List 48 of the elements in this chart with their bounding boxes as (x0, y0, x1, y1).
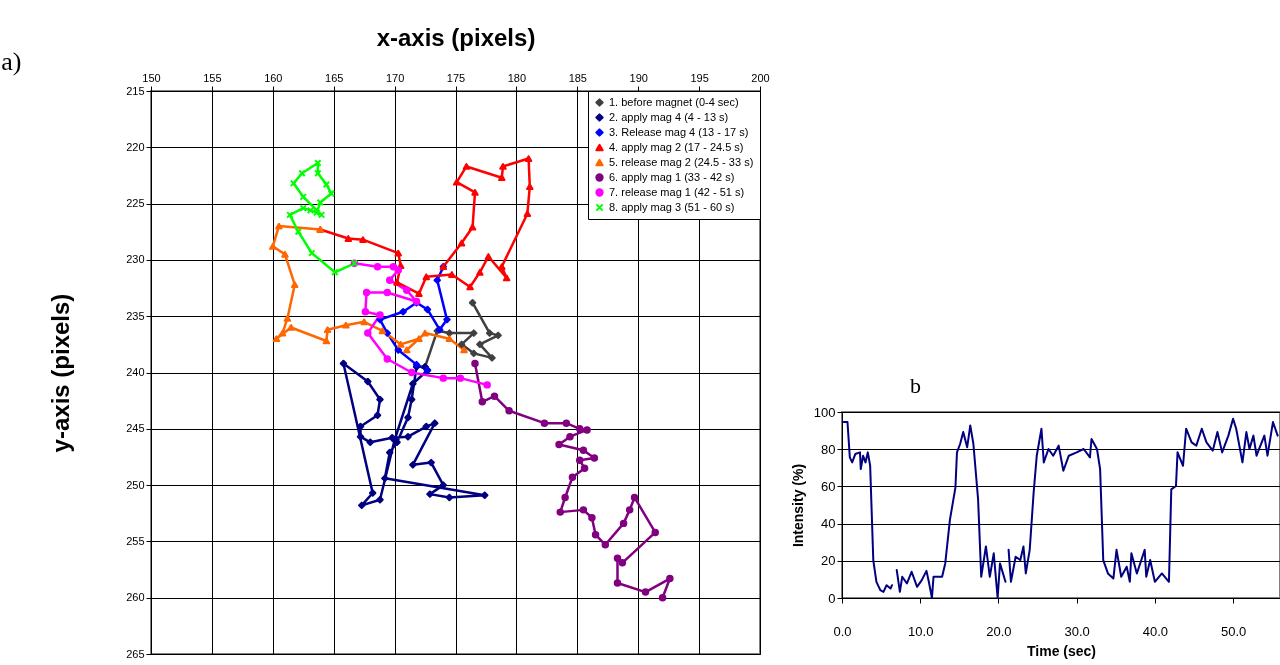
x-axis-title: Time (sec) (1027, 642, 1096, 659)
y-tick-label: 260 (126, 591, 145, 604)
legend-label: 6. apply mag 1 (33 - 42 s) (609, 170, 735, 183)
y-axis-title: Intensity (%) (789, 463, 806, 548)
x-tick-label: 155 (203, 71, 222, 84)
x-tick-label: 10.0 (908, 623, 934, 639)
legend-label: 4. apply mag 2 (17 - 24.5 s) (609, 140, 744, 153)
x-tick-label: 190 (629, 71, 648, 84)
x-tick-label: 160 (264, 71, 283, 84)
chart-title: b (910, 373, 921, 398)
y-tick-label: 245 (126, 422, 145, 435)
legend-label: 5. release mag 2 (24.5 - 33 s) (609, 155, 754, 168)
x-tick-label: 175 (446, 71, 466, 84)
y-tick-label: 255 (126, 534, 145, 547)
x-tick-label: 185 (568, 71, 587, 84)
y-tick-label: 240 (126, 366, 145, 378)
y-tick-label: 80 (821, 441, 836, 457)
y-tick-label: 40 (821, 516, 836, 532)
legend-label: 8. apply mag 3 (51 - 60 s) (609, 200, 735, 213)
legend-label: 3. Release mag 4 (13 - 17 s) (609, 125, 749, 138)
x-tick-label: 50.0 (1220, 623, 1247, 639)
x-tick-label: 0.0 (833, 623, 852, 639)
y-tick-label: 100 (813, 404, 836, 420)
x-tick-label: 165 (325, 71, 344, 84)
chart-title: a) (1, 47, 22, 76)
y-tick-label: 250 (126, 478, 145, 491)
x-tick-label: 195 (690, 71, 709, 84)
legend-label: 1. before magnet (0-4 sec) (609, 95, 739, 108)
legend-label: 2. apply mag 4 (4 - 13 s) (609, 110, 729, 123)
x-tick-label: 30.0 (1064, 623, 1090, 639)
y-tick-label: 235 (126, 309, 145, 322)
x-tick-label: 180 (507, 71, 527, 84)
y-tick-label: 215 (126, 84, 145, 97)
y-tick-label: 20 (821, 553, 836, 569)
y-tick-label: 265 (126, 647, 145, 660)
y-tick-label: 0 (828, 590, 836, 606)
y-axis-title: y-axis (pixels) (47, 293, 75, 453)
x-axis-title: x-axis (pixels) (376, 23, 536, 51)
x-tick-label: 20.0 (986, 623, 1012, 639)
x-tick-label: 40.0 (1142, 623, 1169, 639)
legend-label: 7. release mag 1 (42 - 51 s) (609, 185, 745, 198)
x-tick-label: 170 (385, 71, 405, 84)
y-tick-label: 225 (126, 197, 145, 210)
y-tick-label: 230 (126, 253, 145, 266)
y-tick-label: 60 (821, 478, 836, 494)
y-tick-label: 220 (126, 140, 145, 153)
x-tick-label: 200 (751, 71, 770, 84)
x-tick-label: 150 (142, 71, 161, 84)
